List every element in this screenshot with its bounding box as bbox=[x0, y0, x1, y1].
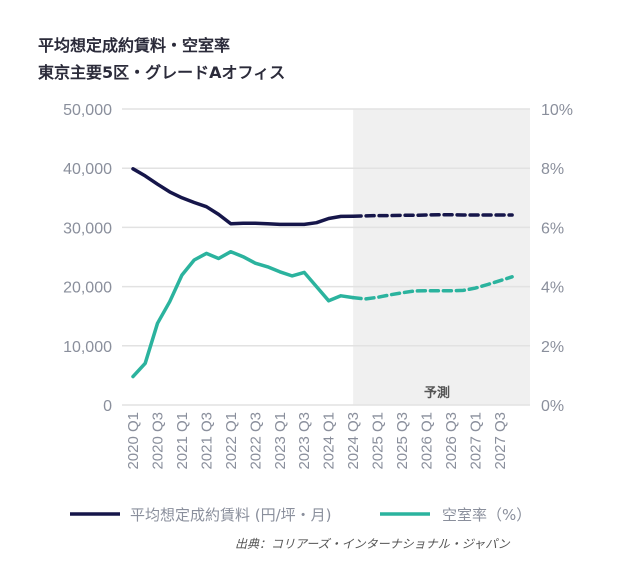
x-tick-label: 2022 Q3 bbox=[247, 412, 264, 470]
legend-rent-label: 平均想定成約賃料 (円/坪・月) bbox=[130, 506, 332, 524]
x-tick-label: 2023 Q1 bbox=[272, 412, 289, 470]
rent-actual-line bbox=[131, 167, 355, 227]
y-right-tick-label: 4% bbox=[541, 280, 564, 297]
x-tick-label: 2024 Q3 bbox=[345, 412, 362, 470]
x-tick-label: 2020 Q3 bbox=[149, 412, 166, 470]
x-tick-label: 2021 Q3 bbox=[198, 412, 215, 470]
y-right-tick-label: 8% bbox=[541, 161, 564, 178]
x-tick-label: 2020 Q1 bbox=[125, 412, 142, 470]
x-tick-label: 2026 Q1 bbox=[419, 412, 436, 470]
source-note: 出典：コリアーズ・インターナショナル・ジャパン bbox=[235, 537, 510, 551]
y-right-tick-label: 10% bbox=[541, 102, 573, 119]
y-left-tick-label: 30,000 bbox=[63, 220, 112, 237]
vacancy-forecast-line bbox=[351, 275, 514, 301]
x-tick-label: 2021 Q1 bbox=[174, 412, 191, 470]
y-right-tick-label: 2% bbox=[541, 339, 564, 356]
x-tick-label: 2023 Q3 bbox=[296, 412, 313, 470]
y-left-tick-label: 40,000 bbox=[63, 161, 112, 178]
x-tick-label: 2027 Q3 bbox=[492, 412, 509, 470]
chart-title: 平均想定成約賃料・空室率 bbox=[38, 36, 231, 55]
y-right-tick-label: 0% bbox=[541, 398, 564, 415]
legend-vacancy-label: 空室率（%） bbox=[442, 506, 531, 524]
y-left-tick-label: 20,000 bbox=[63, 280, 112, 297]
x-tick-label: 2022 Q1 bbox=[223, 412, 240, 470]
chart-subtitle: 東京主要5区・グレードAオフィス bbox=[38, 63, 286, 82]
x-tick-label: 2026 Q3 bbox=[443, 412, 460, 470]
x-tick-label: 2025 Q3 bbox=[394, 412, 411, 470]
y-right-tick-label: 6% bbox=[541, 220, 564, 237]
x-tick-label: 2027 Q1 bbox=[467, 412, 484, 470]
rent-forecast-line bbox=[351, 212, 514, 218]
x-tick-label: 2025 Q1 bbox=[370, 412, 387, 470]
y-left-tick-label: 10,000 bbox=[63, 339, 112, 356]
forecast-region bbox=[353, 109, 530, 405]
forecast-label: 予測 bbox=[424, 385, 450, 401]
vacancy-actual-line bbox=[131, 249, 355, 379]
x-tick-label: 2024 Q1 bbox=[321, 412, 338, 470]
y-left-tick-label: 50,000 bbox=[63, 102, 112, 119]
y-left-tick-label: 0 bbox=[103, 398, 112, 415]
